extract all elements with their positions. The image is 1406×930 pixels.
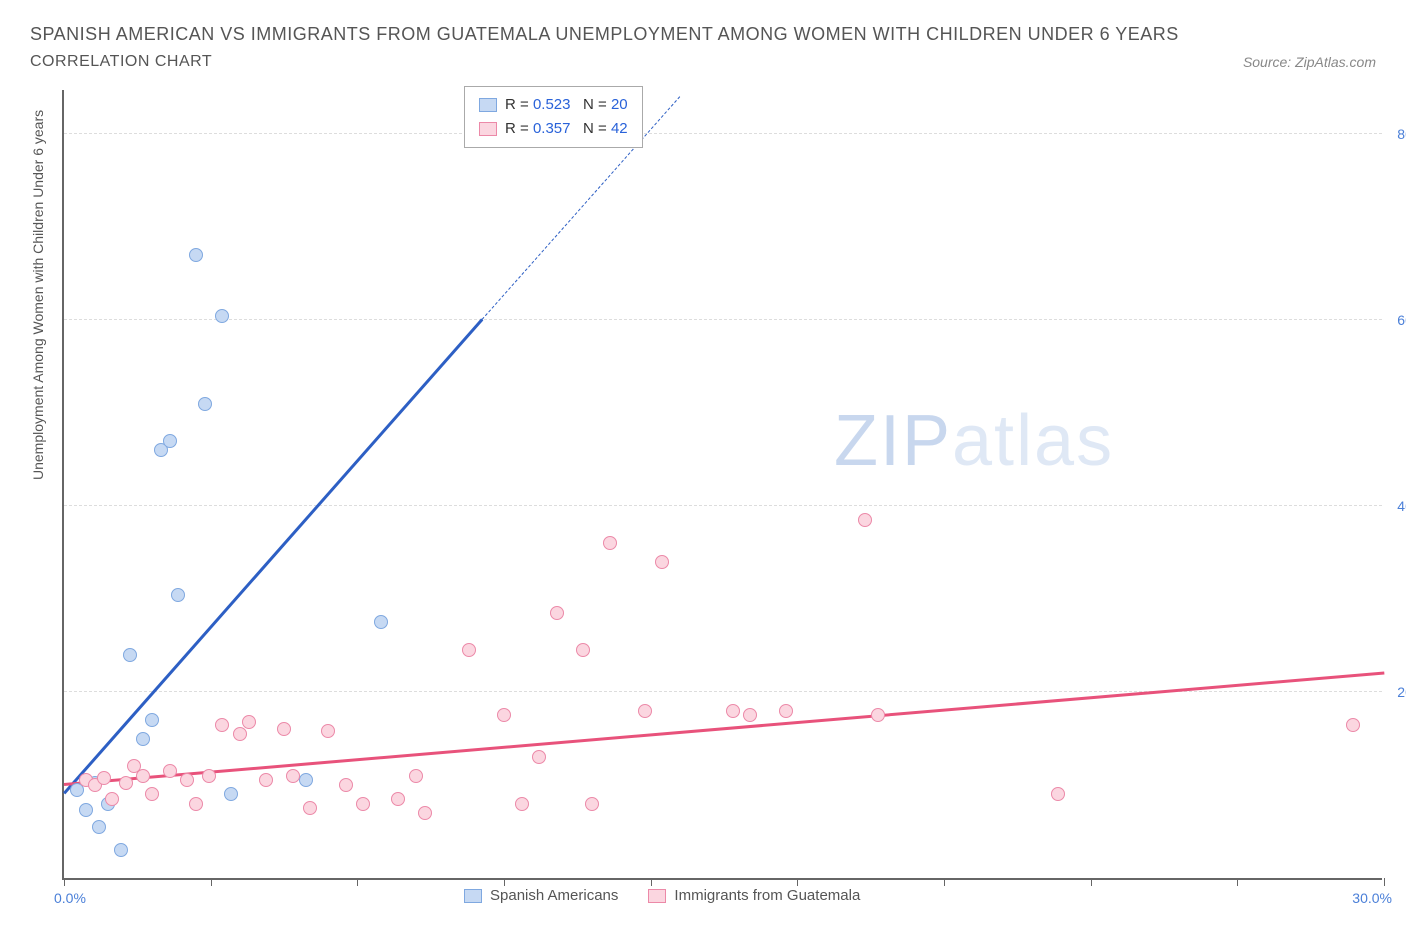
trend-line (64, 671, 1384, 785)
legend-item: Spanish Americans (464, 887, 618, 904)
data-point (743, 708, 757, 722)
legend-row: R = 0.357 N = 42 (479, 117, 628, 141)
data-point (374, 615, 388, 629)
data-point (391, 792, 405, 806)
x-tick (797, 878, 798, 886)
y-tick-label: 20.0% (1397, 684, 1406, 700)
data-point (871, 708, 885, 722)
x-tick (1091, 878, 1092, 886)
data-point (180, 773, 194, 787)
chart-subtitle: CORRELATION CHART (30, 53, 212, 71)
data-point (603, 536, 617, 550)
data-point (145, 713, 159, 727)
data-point (163, 434, 177, 448)
source-label: Source: ZipAtlas.com (1243, 54, 1376, 70)
data-point (79, 803, 93, 817)
legend-item: Immigrants from Guatemala (648, 887, 860, 904)
trend-line (63, 318, 483, 794)
data-point (136, 769, 150, 783)
grid-line (64, 319, 1382, 320)
data-point (497, 708, 511, 722)
legend-label: Immigrants from Guatemala (674, 887, 860, 904)
data-point (189, 797, 203, 811)
x-tick (357, 878, 358, 886)
grid-line (64, 133, 1382, 134)
data-point (259, 773, 273, 787)
data-point (532, 750, 546, 764)
series-legend: Spanish Americans Immigrants from Guatema… (464, 887, 860, 904)
legend-stats: R = 0.357 N = 42 (505, 117, 628, 141)
grid-line (64, 505, 1382, 506)
stats-legend: R = 0.523 N = 20R = 0.357 N = 42 (464, 86, 643, 148)
data-point (409, 769, 423, 783)
data-point (202, 769, 216, 783)
watermark: ZIPatlas (834, 400, 1114, 482)
data-point (277, 722, 291, 736)
x-label-max: 30.0% (1352, 890, 1392, 906)
data-point (97, 771, 111, 785)
data-point (215, 309, 229, 323)
data-point (136, 732, 150, 746)
data-point (189, 248, 203, 262)
legend-swatch (464, 889, 482, 903)
data-point (779, 704, 793, 718)
x-tick (1237, 878, 1238, 886)
data-point (726, 704, 740, 718)
x-label-min: 0.0% (54, 890, 86, 906)
grid-line (64, 691, 1382, 692)
x-tick (944, 878, 945, 886)
data-point (638, 704, 652, 718)
y-axis-label: Unemployment Among Women with Children U… (30, 110, 46, 480)
scatter-chart: 20.0%40.0%60.0%80.0%0.0%30.0%ZIPatlasR =… (62, 90, 1382, 880)
x-tick (64, 878, 65, 886)
data-point (286, 769, 300, 783)
x-tick (651, 878, 652, 886)
legend-swatch (479, 98, 497, 112)
y-tick-label: 60.0% (1397, 312, 1406, 328)
data-point (550, 606, 564, 620)
data-point (145, 787, 159, 801)
legend-row: R = 0.523 N = 20 (479, 93, 628, 117)
data-point (242, 715, 256, 729)
data-point (576, 643, 590, 657)
data-point (462, 643, 476, 657)
y-tick-label: 40.0% (1397, 498, 1406, 514)
data-point (418, 806, 432, 820)
x-tick (504, 878, 505, 886)
x-tick (211, 878, 212, 886)
data-point (585, 797, 599, 811)
data-point (163, 764, 177, 778)
data-point (339, 778, 353, 792)
data-point (114, 843, 128, 857)
data-point (92, 820, 106, 834)
legend-stats: R = 0.523 N = 20 (505, 93, 628, 117)
legend-swatch (648, 889, 666, 903)
header: SPANISH AMERICAN VS IMMIGRANTS FROM GUAT… (0, 0, 1406, 81)
data-point (1051, 787, 1065, 801)
data-point (224, 787, 238, 801)
data-point (356, 797, 370, 811)
chart-title: SPANISH AMERICAN VS IMMIGRANTS FROM GUAT… (30, 20, 1376, 49)
data-point (119, 776, 133, 790)
data-point (215, 718, 229, 732)
data-point (655, 555, 669, 569)
x-tick (1384, 878, 1385, 886)
data-point (321, 724, 335, 738)
legend-swatch (479, 122, 497, 136)
data-point (198, 397, 212, 411)
data-point (123, 648, 137, 662)
legend-label: Spanish Americans (490, 887, 618, 904)
data-point (303, 801, 317, 815)
data-point (171, 588, 185, 602)
data-point (233, 727, 247, 741)
data-point (858, 513, 872, 527)
data-point (105, 792, 119, 806)
data-point (515, 797, 529, 811)
y-tick-label: 80.0% (1397, 126, 1406, 142)
data-point (299, 773, 313, 787)
data-point (1346, 718, 1360, 732)
